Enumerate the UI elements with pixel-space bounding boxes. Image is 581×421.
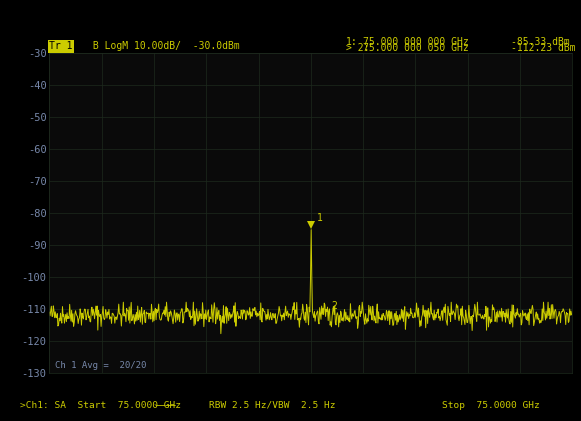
Text: 1: 1 [6,401,13,411]
Text: ——: —— [154,400,176,410]
Text: Stop  75.0000 GHz: Stop 75.0000 GHz [442,400,539,410]
Text: 1:: 1: [346,37,357,47]
Text: -85.33 dBm: -85.33 dBm [511,37,570,47]
Text: B LogM 10.00dB/  -30.0dBm: B LogM 10.00dB/ -30.0dBm [87,41,240,51]
Text: -112.23 dBm: -112.23 dBm [511,43,576,53]
Text: 75.000 000 000 GHz: 75.000 000 000 GHz [363,37,469,47]
Text: 1: 1 [317,213,323,224]
Text: 75.000 000 050 GHz: 75.000 000 050 GHz [363,43,469,53]
Text: 2: 2 [332,301,338,311]
Text: >Ch1: SA  Start  75.0000 GHz: >Ch1: SA Start 75.0000 GHz [20,400,181,410]
Text: Ch 1 Avg =  20/20: Ch 1 Avg = 20/20 [55,361,146,370]
Text: Tr 1: Tr 1 [49,41,73,51]
Text: > 2:: > 2: [346,43,369,53]
Text: RBW 2.5 Hz/VBW  2.5 Hz: RBW 2.5 Hz/VBW 2.5 Hz [209,400,336,410]
